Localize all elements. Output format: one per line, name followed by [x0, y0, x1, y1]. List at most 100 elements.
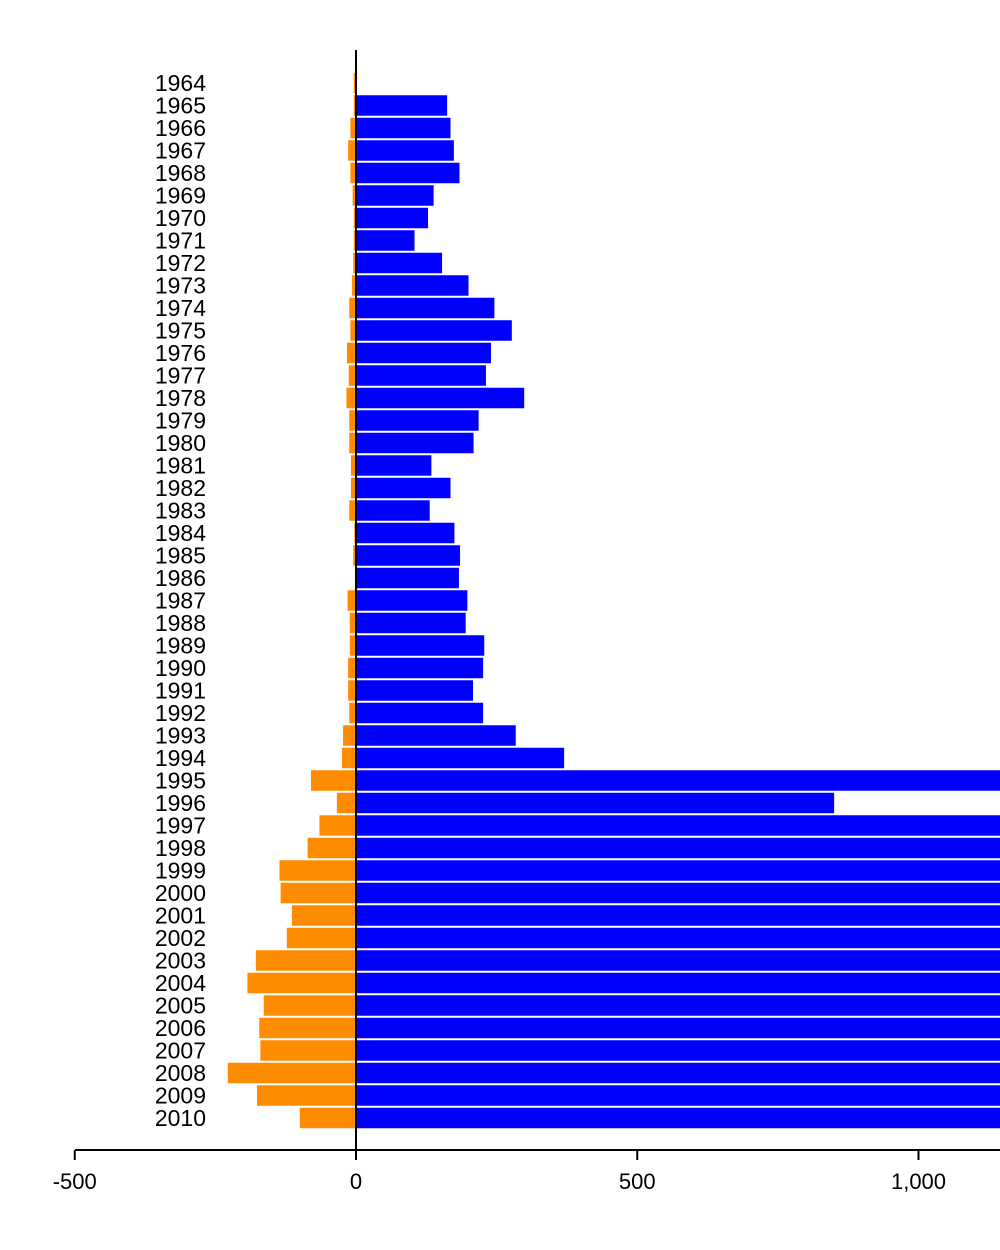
positive-bar-1989 [356, 635, 485, 656]
year-label-1979: 1979 [155, 408, 206, 434]
negative-bar-1973 [352, 275, 356, 296]
positive-bar-1972 [356, 252, 443, 274]
negative-bar-2001 [291, 905, 356, 926]
positive-bar-2009 [356, 1085, 1000, 1106]
year-label-1991: 1991 [155, 678, 206, 704]
positive-bar-1990 [356, 657, 484, 679]
year-label-1996: 1996 [155, 790, 206, 816]
year-label-1988: 1988 [155, 610, 206, 636]
positive-bar-1986 [356, 567, 459, 589]
negative-bar-1968 [350, 162, 356, 184]
negative-bar-1980 [349, 432, 356, 454]
x-tick-label: 500 [619, 1169, 656, 1194]
positive-bar-1980 [356, 432, 474, 454]
year-label-2004: 2004 [155, 970, 206, 996]
year-label-1999: 1999 [155, 858, 206, 884]
year-label-1982: 1982 [155, 475, 206, 501]
negative-bar-1971 [353, 230, 356, 251]
negative-bar-1995 [311, 770, 356, 791]
positive-bar-2002 [356, 927, 1000, 949]
x-tick-label: -500 [53, 1169, 97, 1194]
positive-bar-2010 [356, 1107, 1000, 1129]
positive-bar-1978 [356, 387, 525, 409]
year-label-2005: 2005 [155, 993, 206, 1019]
year-label-1998: 1998 [155, 835, 206, 861]
negative-bar-1982 [350, 477, 356, 499]
positive-bar-2007 [356, 1040, 1000, 1061]
negative-bar-1993 [343, 725, 356, 746]
x-tick-label: 0 [350, 1169, 362, 1194]
negative-bar-2010 [299, 1107, 356, 1129]
negative-bar-2004 [247, 972, 356, 994]
year-label-2001: 2001 [155, 903, 206, 929]
positive-bar-2004 [356, 972, 1000, 994]
negative-bar-1991 [348, 680, 356, 701]
year-label-1983: 1983 [155, 498, 206, 524]
negative-bar-1989 [349, 635, 356, 656]
negative-bar-1975 [350, 320, 356, 341]
year-label-1976: 1976 [155, 340, 206, 366]
positive-bar-1985 [356, 545, 461, 566]
positive-bar-1971 [356, 230, 415, 251]
negative-bar-1978 [346, 387, 356, 409]
negative-bar-1969 [352, 185, 356, 206]
positive-bar-1987 [356, 590, 468, 611]
year-label-1970: 1970 [155, 205, 206, 231]
negative-bar-1997 [319, 815, 356, 836]
year-label-2007: 2007 [155, 1038, 206, 1064]
negative-bar-1965 [353, 95, 356, 116]
negative-bar-1966 [350, 117, 356, 139]
negative-bar-2008 [227, 1062, 356, 1084]
year-label-1997: 1997 [155, 813, 206, 839]
positive-bar-1973 [356, 275, 469, 296]
year-label-1984: 1984 [155, 520, 206, 546]
year-label-1981: 1981 [155, 453, 206, 479]
year-label-1992: 1992 [155, 700, 206, 726]
positive-bar-2000 [356, 882, 1000, 904]
negative-bar-1999 [279, 860, 356, 881]
negative-bars [227, 72, 356, 1129]
positive-bar-1982 [356, 477, 451, 499]
year-label-1964: 1964 [155, 70, 206, 96]
negative-bar-1987 [347, 590, 356, 611]
year-label-2009: 2009 [155, 1083, 206, 1109]
year-label-1977: 1977 [155, 363, 206, 389]
year-label-1965: 1965 [155, 93, 206, 119]
negative-bar-2003 [255, 950, 356, 971]
positive-bar-1965 [356, 95, 448, 116]
year-label-2008: 2008 [155, 1060, 206, 1086]
positive-bar-1977 [356, 365, 486, 386]
positive-bar-1998 [356, 837, 1000, 859]
year-label-1975: 1975 [155, 318, 206, 344]
positive-bar-1994 [356, 747, 565, 769]
positive-bar-1974 [356, 297, 495, 319]
positive-bar-2001 [356, 905, 1000, 926]
x-tick-label: 1,000 [891, 1169, 946, 1194]
positive-bar-1967 [356, 140, 454, 161]
negative-bar-2007 [260, 1040, 356, 1061]
positive-bar-1997 [356, 815, 1000, 836]
positive-bar-1970 [356, 207, 428, 229]
year-label-1968: 1968 [155, 160, 206, 186]
negative-bar-1974 [349, 297, 356, 319]
positive-bars [356, 95, 1000, 1129]
negative-bar-1988 [349, 612, 356, 634]
positive-bar-1993 [356, 725, 516, 746]
year-label-1987: 1987 [155, 588, 206, 614]
negative-bar-1998 [307, 837, 356, 859]
year-labels: 1964196519661967196819691970197119721973… [155, 70, 206, 1131]
positive-bar-2005 [356, 995, 1000, 1016]
positive-bar-1979 [356, 410, 479, 431]
year-label-1985: 1985 [155, 543, 206, 569]
negative-bar-1996 [336, 792, 356, 814]
year-label-1986: 1986 [155, 565, 206, 591]
negative-bar-1992 [349, 702, 356, 724]
negative-bar-1976 [347, 342, 356, 364]
negative-bar-1990 [348, 657, 356, 679]
positive-bar-1992 [356, 702, 484, 724]
year-label-1973: 1973 [155, 273, 206, 299]
positive-bar-1976 [356, 342, 491, 364]
year-label-1971: 1971 [155, 228, 206, 254]
positive-bar-1995 [356, 770, 1000, 791]
